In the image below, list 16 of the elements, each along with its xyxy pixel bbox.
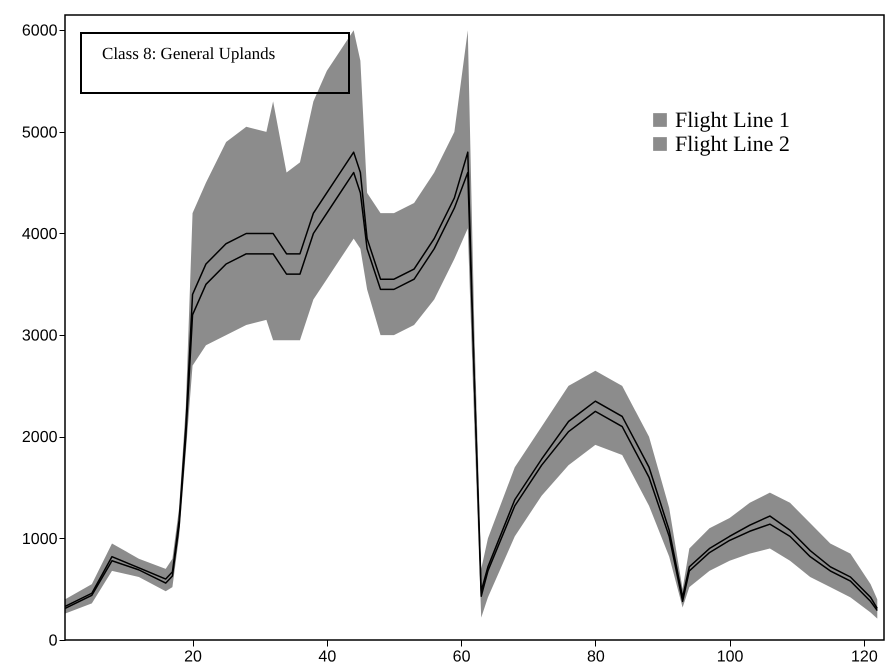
y-tick-label: 2000 xyxy=(22,429,58,446)
x-tick-label: 40 xyxy=(318,648,336,666)
y-tick-label: 3000 xyxy=(22,328,58,345)
y-tick-label: 4000 xyxy=(22,226,58,243)
y-tick-label: 0 xyxy=(48,632,58,650)
x-tick-label: 100 xyxy=(716,648,744,666)
x-tick-label: 60 xyxy=(452,648,471,666)
x-tick-label: 80 xyxy=(586,648,605,666)
x-tick-label: 20 xyxy=(184,648,202,666)
y-tick-label: 6000 xyxy=(22,22,58,40)
y-tick-label: 1000 xyxy=(22,530,58,548)
x-tick-label: 120 xyxy=(851,648,878,666)
legend-label: Flight Line 2 xyxy=(675,131,790,156)
legend-label: Flight Line 1 xyxy=(675,107,790,132)
y-tick-label: 5000 xyxy=(22,124,58,142)
text-box: Class 8: General Uplands xyxy=(80,32,350,94)
